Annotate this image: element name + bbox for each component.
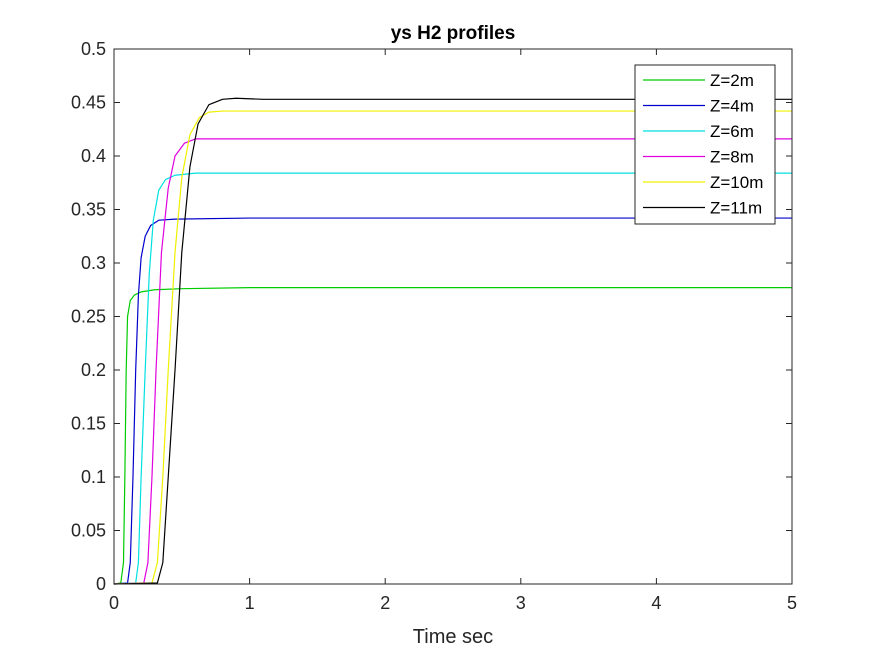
y-tick-label: 0.25	[71, 307, 106, 327]
legend-label-1: Z=2m	[710, 71, 754, 90]
y-tick-label: 0.5	[81, 39, 106, 59]
chart-title: ys H2 profiles	[391, 23, 516, 44]
series-line-5	[113, 110, 792, 585]
legend: Z=2m Z=4m Z=6m Z=8m Z=10m Z=11m	[634, 64, 776, 225]
ticks-layer: 0 1 2 3 4 5 0 0.05 0.1 0.15 0.2 0.25 0.3 0.35 0.4 0.45 0…	[71, 39, 797, 613]
legend-label-6: Z=11m	[710, 199, 762, 218]
legend-box	[634, 64, 776, 225]
y-tick-label: 0.05	[71, 521, 106, 541]
y-tick-label: 0.3	[81, 253, 106, 273]
y-tick-label: 0.15	[71, 414, 106, 434]
series-line-4	[113, 138, 792, 585]
y-tick-label: 0.45	[71, 93, 106, 113]
legend-label-5: Z=10m	[710, 173, 763, 192]
y-tick-label: 0	[96, 574, 106, 594]
y-tick-label: 0.2	[81, 360, 106, 380]
x-tick-label: 4	[651, 593, 661, 613]
series-line-3	[113, 172, 792, 585]
y-tick-label: 0.4	[81, 146, 106, 166]
legend-label-3: Z=6m	[710, 122, 754, 141]
series-line-1	[113, 287, 792, 585]
x-tick-label: 1	[245, 593, 255, 613]
legend-label-2: Z=4m	[710, 97, 754, 116]
legend-label-4: Z=8m	[710, 148, 754, 167]
x-tick-label: 3	[516, 593, 526, 613]
x-tick-label: 5	[787, 593, 797, 613]
y-tick-label: 0.1	[81, 467, 106, 487]
series-line-6	[113, 97, 792, 585]
x-axis-label: Time sec	[413, 626, 493, 648]
x-tick-label: 2	[380, 593, 390, 613]
series-layer	[113, 97, 792, 585]
y-tick-label: 0.35	[71, 200, 106, 220]
series-line-2	[113, 217, 792, 585]
x-tick-label: 0	[109, 593, 119, 613]
